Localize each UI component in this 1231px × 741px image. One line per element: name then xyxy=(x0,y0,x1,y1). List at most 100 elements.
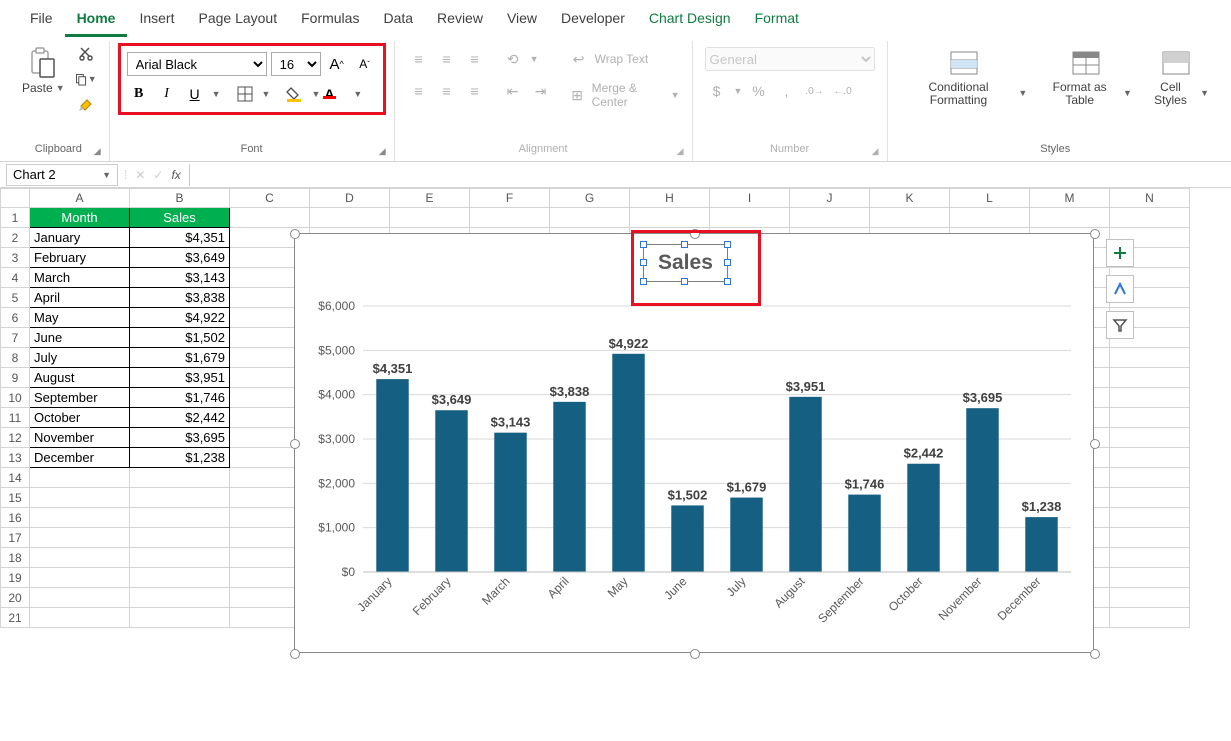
select-all[interactable] xyxy=(0,188,30,208)
cut-icon[interactable] xyxy=(75,43,97,63)
resize-handle[interactable] xyxy=(1090,229,1100,239)
cell[interactable] xyxy=(950,208,1030,228)
cell[interactable] xyxy=(30,528,130,548)
cell[interactable] xyxy=(130,548,230,568)
row-header[interactable]: 21 xyxy=(0,608,30,628)
cell[interactable]: October xyxy=(30,408,130,428)
cell[interactable]: November xyxy=(30,428,130,448)
row-header[interactable]: 18 xyxy=(0,548,30,568)
cell[interactable] xyxy=(390,208,470,228)
cell[interactable]: Month xyxy=(30,208,130,228)
cell[interactable] xyxy=(1110,568,1190,588)
resize-handle[interactable] xyxy=(290,649,300,659)
col-header[interactable]: F xyxy=(470,188,550,208)
col-header[interactable]: J xyxy=(790,188,870,208)
col-header[interactable]: N xyxy=(1110,188,1190,208)
cell[interactable] xyxy=(130,528,230,548)
cell[interactable] xyxy=(630,208,710,228)
row-header[interactable]: 5 xyxy=(0,288,30,308)
cell[interactable]: April xyxy=(30,288,130,308)
resize-handle[interactable] xyxy=(690,649,700,659)
tab-format[interactable]: Format xyxy=(743,4,811,37)
cell[interactable]: $1,679 xyxy=(130,348,230,368)
col-header[interactable]: G xyxy=(550,188,630,208)
cell[interactable] xyxy=(130,508,230,528)
row-header[interactable]: 13 xyxy=(0,448,30,468)
col-header[interactable]: L xyxy=(950,188,1030,208)
chart-object[interactable]: $0$1,000$2,000$3,000$4,000$5,000$6,000$4… xyxy=(294,233,1094,653)
row-header[interactable]: 9 xyxy=(0,368,30,388)
cell[interactable]: March xyxy=(30,268,130,288)
cell[interactable]: $3,838 xyxy=(130,288,230,308)
fill-color-button[interactable] xyxy=(282,82,306,106)
cell[interactable] xyxy=(130,588,230,608)
tab-review[interactable]: Review xyxy=(425,4,495,37)
bold-button[interactable]: B xyxy=(127,82,151,106)
paste-button[interactable]: Paste▼ xyxy=(16,43,71,99)
cell[interactable]: $4,351 xyxy=(130,228,230,248)
cell[interactable] xyxy=(1110,508,1190,528)
col-header[interactable]: H xyxy=(630,188,710,208)
chart-filter-button[interactable] xyxy=(1106,311,1134,339)
cell[interactable] xyxy=(130,488,230,508)
font-color-button[interactable]: A xyxy=(324,82,348,106)
tab-file[interactable]: File xyxy=(18,4,65,37)
cell[interactable] xyxy=(790,208,870,228)
tab-insert[interactable]: Insert xyxy=(127,4,186,37)
tab-home[interactable]: Home xyxy=(65,4,128,37)
formula-input[interactable] xyxy=(189,164,1231,186)
cell[interactable] xyxy=(30,468,130,488)
fx-icon[interactable]: fx xyxy=(171,168,180,182)
cell[interactable] xyxy=(30,548,130,568)
cell[interactable] xyxy=(870,208,950,228)
cell[interactable] xyxy=(710,208,790,228)
cell[interactable]: $1,746 xyxy=(130,388,230,408)
cell[interactable] xyxy=(1110,588,1190,608)
cell[interactable] xyxy=(1110,208,1190,228)
row-header[interactable]: 15 xyxy=(0,488,30,508)
tab-developer[interactable]: Developer xyxy=(549,4,637,37)
col-header[interactable]: M xyxy=(1030,188,1110,208)
name-box[interactable]: Chart 2▼ xyxy=(6,164,118,186)
cell[interactable] xyxy=(1110,488,1190,508)
cell[interactable] xyxy=(30,568,130,588)
cell[interactable] xyxy=(30,488,130,508)
increase-font-button[interactable]: A^ xyxy=(325,52,349,76)
row-header[interactable]: 11 xyxy=(0,408,30,428)
col-header[interactable]: B xyxy=(130,188,230,208)
tab-formulas[interactable]: Formulas xyxy=(289,4,371,37)
cell[interactable]: May xyxy=(30,308,130,328)
cell[interactable] xyxy=(1110,608,1190,628)
row-header[interactable]: 4 xyxy=(0,268,30,288)
cell[interactable] xyxy=(130,608,230,628)
cell[interactable] xyxy=(550,208,630,228)
font-size-select[interactable]: 16 xyxy=(271,52,321,76)
cell[interactable]: $2,442 xyxy=(130,408,230,428)
row-header[interactable]: 12 xyxy=(0,428,30,448)
resize-handle[interactable] xyxy=(1090,439,1100,449)
cell[interactable] xyxy=(30,608,130,628)
chart-elements-button[interactable] xyxy=(1106,239,1134,267)
cell[interactable] xyxy=(1110,368,1190,388)
row-header[interactable]: 3 xyxy=(0,248,30,268)
cell[interactable]: $3,695 xyxy=(130,428,230,448)
row-header[interactable]: 6 xyxy=(0,308,30,328)
cell[interactable] xyxy=(130,468,230,488)
cell[interactable] xyxy=(1110,388,1190,408)
conditional-formatting-button[interactable]: Conditional Formatting▼ xyxy=(896,43,1034,111)
cell[interactable]: January xyxy=(30,228,130,248)
cell[interactable] xyxy=(1110,448,1190,468)
cell[interactable]: December xyxy=(30,448,130,468)
cell[interactable]: July xyxy=(30,348,130,368)
copy-icon[interactable]: ▼ xyxy=(75,69,97,89)
col-header[interactable]: E xyxy=(390,188,470,208)
cell[interactable] xyxy=(470,208,550,228)
cell[interactable] xyxy=(1110,348,1190,368)
cell[interactable] xyxy=(130,568,230,588)
cell[interactable] xyxy=(1110,468,1190,488)
resize-handle[interactable] xyxy=(290,229,300,239)
chart-styles-button[interactable] xyxy=(1106,275,1134,303)
row-header[interactable]: 10 xyxy=(0,388,30,408)
cell[interactable]: $3,649 xyxy=(130,248,230,268)
cell[interactable] xyxy=(1110,528,1190,548)
